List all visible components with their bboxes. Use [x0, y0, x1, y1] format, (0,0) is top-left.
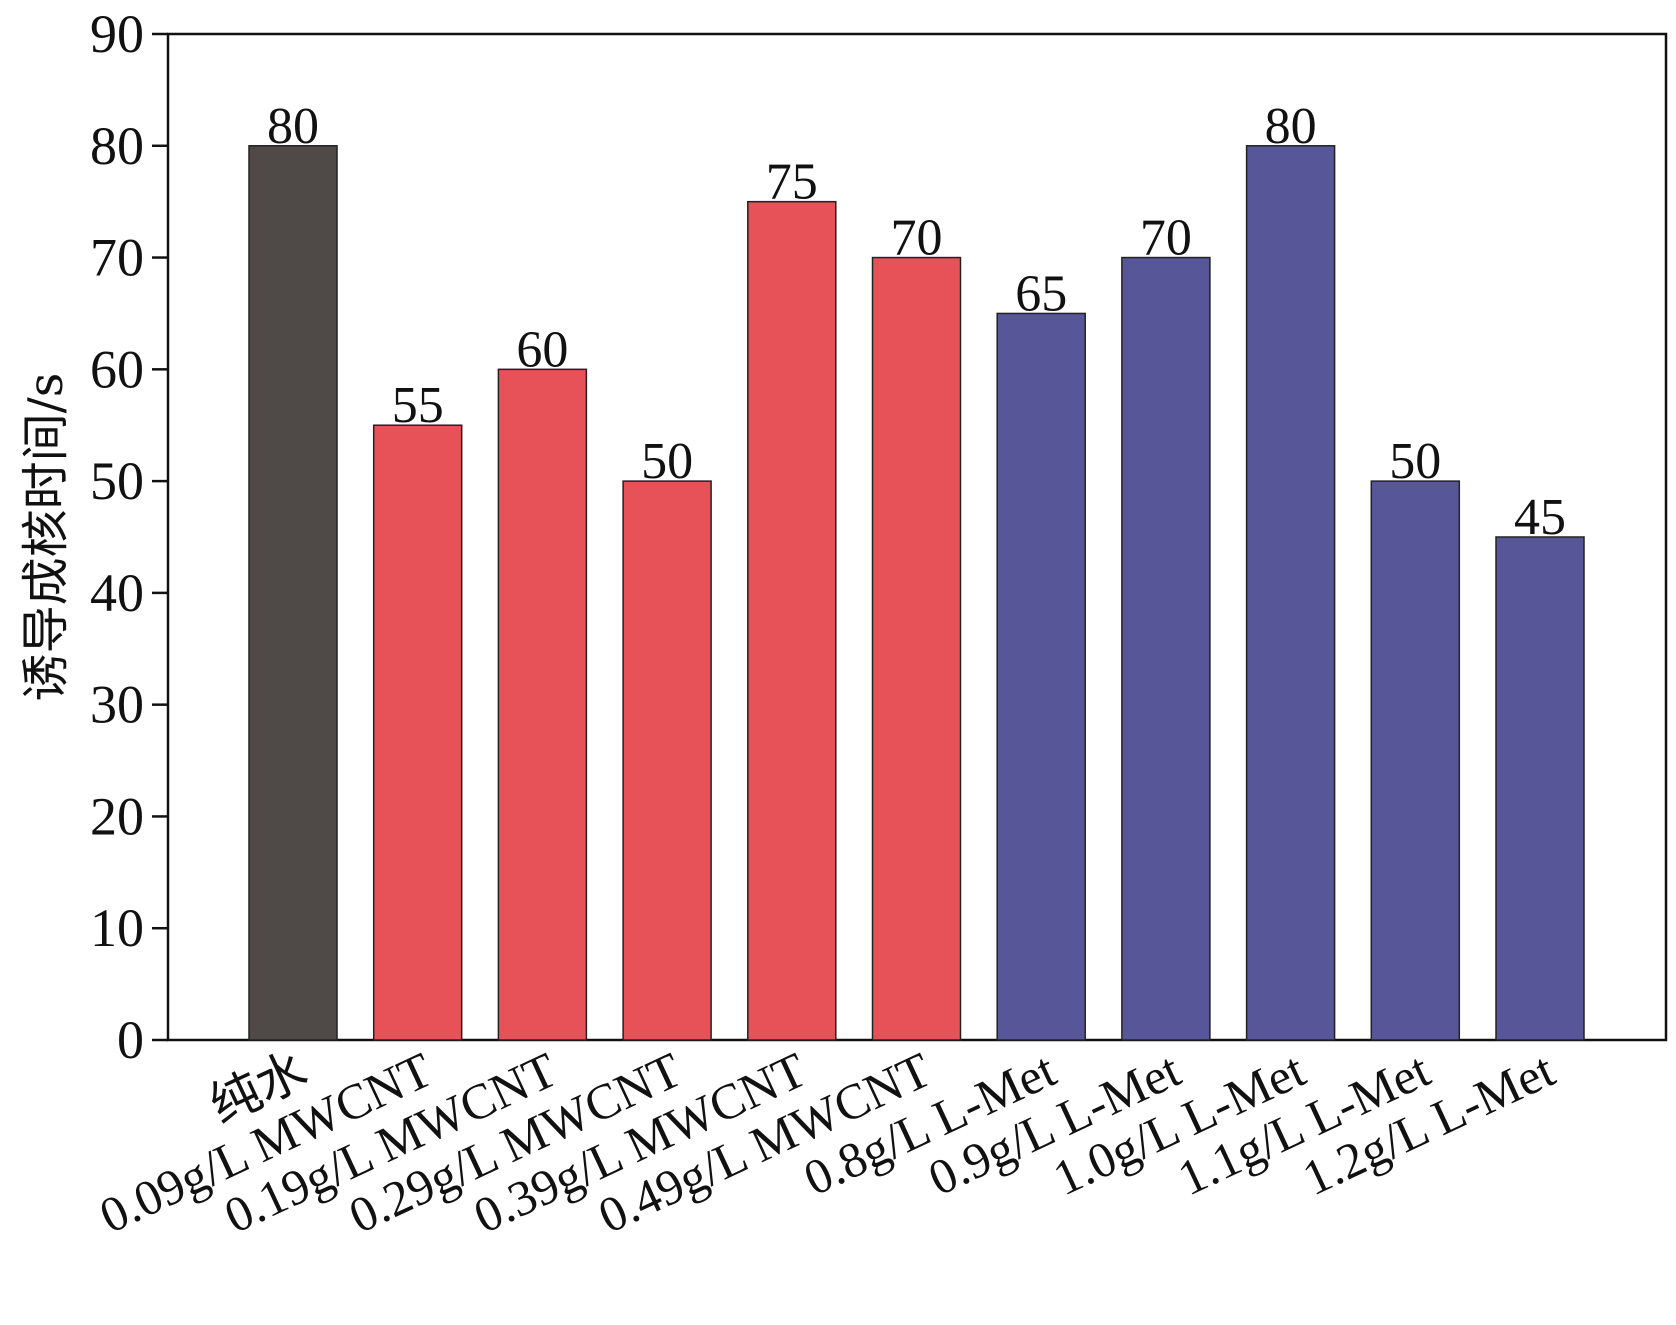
- bar: [372, 424, 463, 1041]
- data-labels: 80 55 60 50 75 70 65 70 80 50 45: [267, 98, 1566, 546]
- data-label: 80: [267, 98, 319, 155]
- bar: [1121, 256, 1211, 1041]
- data-label: 80: [1265, 98, 1317, 155]
- y-tick-label: 80: [90, 116, 144, 176]
- data-label: 65: [1015, 265, 1067, 322]
- y-axis: 0 10 20 30 40 50 60 70 80 90: [90, 4, 168, 1070]
- bar: [1495, 536, 1585, 1041]
- bar: [1245, 145, 1336, 1041]
- data-label: 75: [766, 154, 818, 211]
- y-axis-title: 诱导成核时间/s: [18, 373, 74, 702]
- data-label: 50: [641, 433, 693, 490]
- data-label: 45: [1514, 489, 1566, 546]
- y-tick-label: 40: [90, 563, 144, 623]
- y-tick-label: 30: [90, 675, 144, 735]
- bar: [996, 312, 1086, 1041]
- data-label: 70: [1140, 210, 1192, 267]
- bar: [248, 145, 338, 1041]
- bar: [747, 200, 837, 1041]
- y-tick-label: 70: [90, 228, 144, 288]
- y-tick-label: 10: [90, 898, 144, 958]
- y-tick-label: 50: [90, 451, 144, 511]
- data-label: 70: [891, 210, 943, 267]
- y-tick-label: 20: [90, 786, 144, 846]
- data-label: 60: [516, 321, 568, 378]
- bars: [248, 145, 1585, 1041]
- data-label: 55: [392, 377, 444, 434]
- y-tick-label: 0: [117, 1010, 144, 1070]
- y-tick-label: 60: [90, 339, 144, 399]
- y-tick-label: 90: [90, 4, 144, 64]
- bar: [1370, 480, 1461, 1041]
- bar: [871, 256, 962, 1041]
- bar: [497, 368, 588, 1041]
- data-label: 50: [1389, 433, 1441, 490]
- bar: [622, 480, 712, 1041]
